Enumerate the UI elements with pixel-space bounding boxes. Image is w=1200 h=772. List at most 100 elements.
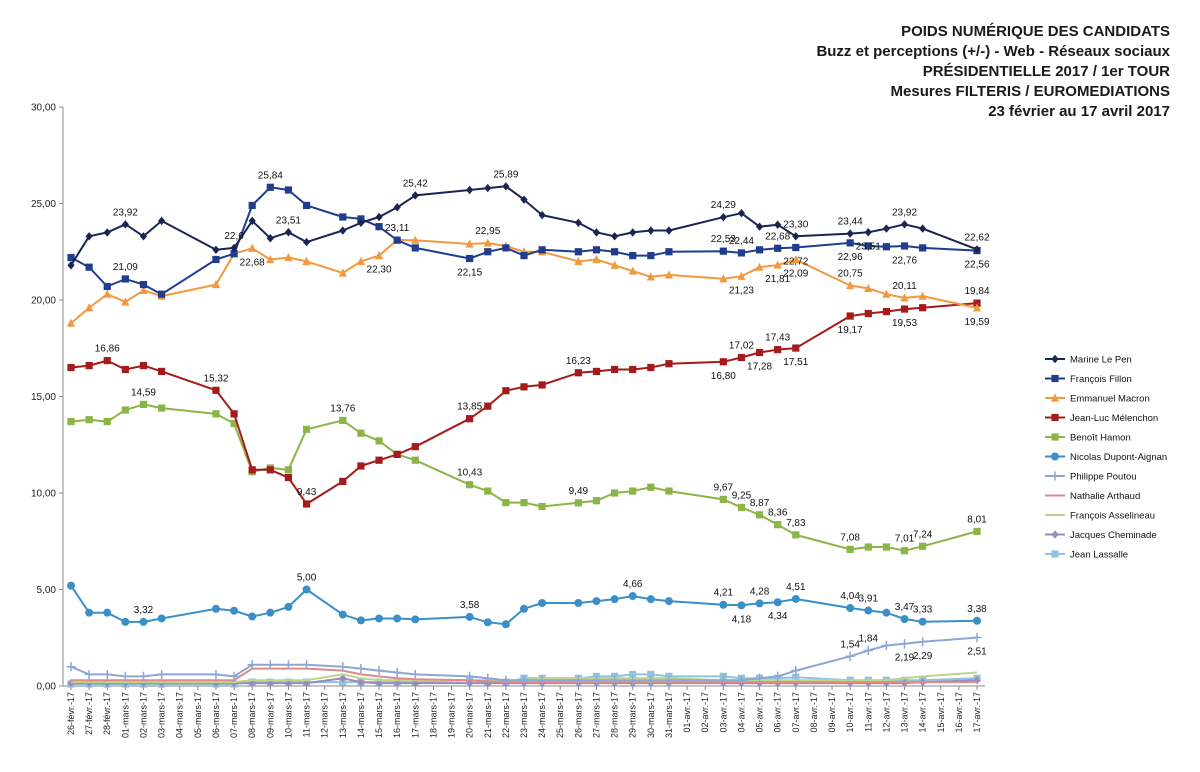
x-tick-label: 07-mars-17 — [229, 692, 239, 738]
legend-label: Benoît Hamon — [1070, 433, 1131, 444]
data-point-marker — [737, 353, 746, 362]
data-point-marker — [466, 185, 474, 195]
data-point-marker — [846, 229, 854, 238]
data-point-marker — [592, 228, 601, 237]
data-point-marker — [737, 601, 746, 610]
legend-item: Jacques Cheminade — [1045, 530, 1157, 541]
legend-item: François Asselineau — [1045, 511, 1155, 522]
data-point-marker — [302, 201, 311, 210]
data-point-marker — [230, 250, 238, 258]
data-point-marker — [103, 289, 112, 298]
data-point-marker — [338, 662, 348, 672]
data-label: 16,80 — [711, 371, 736, 382]
data-point-marker — [973, 299, 981, 307]
legend-label: François Asselineau — [1070, 511, 1155, 522]
data-point-marker — [302, 237, 311, 247]
data-point-marker — [773, 260, 782, 269]
data-point-marker — [1050, 393, 1060, 402]
data-point-marker — [502, 182, 510, 191]
data-point-marker — [501, 620, 510, 629]
data-point-marker — [574, 256, 583, 265]
data-point-marker — [520, 195, 528, 204]
data-label: 23,92 — [892, 207, 917, 218]
y-tick-label: 20,00 — [31, 296, 56, 307]
data-point-marker — [339, 477, 347, 486]
data-point-marker — [248, 243, 257, 252]
data-point-marker — [665, 248, 673, 256]
data-label: 4,18 — [732, 614, 752, 625]
x-tick-label: 25-mars-17 — [555, 692, 565, 738]
x-tick-label: 28-févr.-17 — [102, 692, 112, 735]
data-point-marker — [158, 404, 166, 412]
data-point-marker — [85, 303, 94, 312]
data-point-marker — [121, 406, 129, 414]
data-point-marker — [103, 357, 111, 365]
data-point-marker — [538, 599, 547, 608]
data-point-marker — [882, 243, 890, 251]
data-label: 25,84 — [258, 170, 283, 181]
data-label: 7,01 — [895, 534, 915, 545]
data-point-marker — [158, 367, 166, 376]
data-point-marker — [900, 547, 909, 555]
x-tick-label: 11-avr.-17 — [863, 692, 873, 732]
legend-label: Jean Lassalle — [1070, 550, 1128, 561]
data-point-marker — [900, 242, 909, 250]
data-point-marker — [538, 381, 546, 389]
data-point-marker — [1051, 354, 1059, 364]
data-point-marker — [592, 367, 601, 376]
data-point-marker — [972, 632, 982, 643]
series-beno-t-hamon — [67, 400, 981, 555]
data-point-marker — [410, 669, 420, 680]
data-point-marker — [484, 487, 492, 495]
legend-label: Emmanuel Macron — [1070, 394, 1150, 405]
x-tick-label: 16-mars-17 — [392, 692, 402, 738]
data-point-marker — [628, 675, 638, 685]
data-point-marker — [375, 678, 383, 688]
x-tick-label: 22-mars-17 — [501, 692, 511, 738]
data-label: 16,23 — [566, 356, 591, 367]
data-point-marker — [592, 497, 601, 505]
data-point-marker — [374, 665, 384, 676]
data-point-marker — [339, 674, 347, 683]
x-tick-label: 26-févr.-17 — [66, 692, 76, 735]
data-point-marker — [411, 235, 420, 244]
data-label: 2,19 — [895, 653, 915, 664]
x-tick-label: 12-avr.-17 — [881, 692, 891, 733]
data-point-marker — [792, 531, 800, 539]
legend-label: François Fillon — [1070, 374, 1132, 385]
data-point-marker — [393, 203, 401, 212]
data-label: 3,47 — [895, 602, 915, 613]
data-label: 21,09 — [113, 262, 138, 273]
legend-item: Philippe Poutou — [1045, 471, 1137, 483]
data-point-marker — [882, 224, 890, 233]
data-point-marker — [121, 275, 129, 283]
data-point-marker — [791, 665, 801, 676]
x-tick-label: 08-mars-17 — [247, 692, 257, 738]
data-point-marker — [85, 232, 93, 241]
data-point-marker — [248, 612, 257, 621]
data-point-marker — [375, 212, 383, 222]
x-tick-label: 02-avr.-17 — [700, 692, 710, 733]
data-point-marker — [139, 280, 148, 289]
data-label: 24,29 — [711, 200, 736, 211]
data-point-marker — [356, 256, 366, 265]
data-point-marker — [158, 216, 166, 226]
x-tick-label: 13-avr.-17 — [900, 692, 910, 733]
x-tick-label: 13-mars-17 — [338, 692, 348, 738]
data-point-marker — [121, 617, 130, 626]
data-point-marker — [846, 239, 854, 247]
data-point-marker — [85, 416, 93, 424]
data-label: 4,34 — [768, 611, 788, 622]
x-tick-label: 26-mars-17 — [573, 692, 583, 738]
data-point-marker — [755, 511, 764, 519]
data-label: 23,11 — [385, 223, 410, 234]
data-point-marker — [247, 660, 257, 670]
x-tick-label: 09-avr.-17 — [827, 692, 837, 733]
data-point-marker — [284, 473, 293, 482]
data-point-marker — [85, 263, 93, 271]
data-point-marker — [339, 416, 347, 425]
legend-label: Jean-Luc Mélenchon — [1070, 413, 1158, 424]
data-label: 22,62 — [964, 232, 989, 243]
data-point-marker — [864, 543, 872, 551]
series-marine-le-pen — [67, 182, 981, 270]
